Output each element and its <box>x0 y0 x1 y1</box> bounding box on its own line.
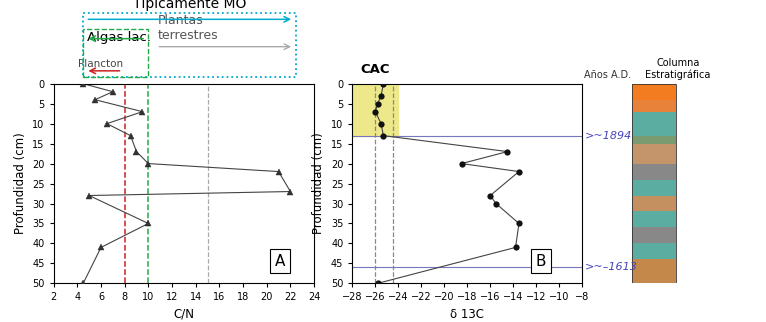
Text: CAC: CAC <box>361 63 390 76</box>
Text: Columna
Estratigráfica: Columna Estratigráfica <box>645 58 711 80</box>
Y-axis label: Profundidad (cm): Profundidad (cm) <box>14 133 27 234</box>
Bar <box>631 84 676 283</box>
Text: Plancton: Plancton <box>78 59 123 69</box>
Bar <box>631 164 676 180</box>
Bar <box>631 100 676 112</box>
X-axis label: C/N: C/N <box>173 308 195 321</box>
Bar <box>631 212 676 227</box>
Text: Algas lac.: Algas lac. <box>87 31 151 43</box>
Bar <box>631 144 676 164</box>
Text: A: A <box>275 254 286 269</box>
Bar <box>631 112 676 136</box>
Bar <box>631 84 676 100</box>
Bar <box>631 195 676 212</box>
Bar <box>631 180 676 195</box>
Text: Típicamente MO: Típicamente MO <box>133 0 247 11</box>
Text: B: B <box>535 254 546 269</box>
Bar <box>352 84 398 136</box>
Text: >~1894: >~1894 <box>584 131 632 141</box>
Bar <box>631 275 676 283</box>
Bar <box>631 243 676 260</box>
Bar <box>631 136 676 144</box>
Text: Años A.D.: Años A.D. <box>584 71 632 80</box>
X-axis label: δ 13C: δ 13C <box>450 308 484 321</box>
Y-axis label: Profundidad (cm): Profundidad (cm) <box>313 133 326 234</box>
Text: Plantas
terrestres: Plantas terrestres <box>158 14 219 42</box>
Bar <box>631 227 676 243</box>
Bar <box>631 260 676 275</box>
Text: >~–1613: >~–1613 <box>584 262 637 272</box>
